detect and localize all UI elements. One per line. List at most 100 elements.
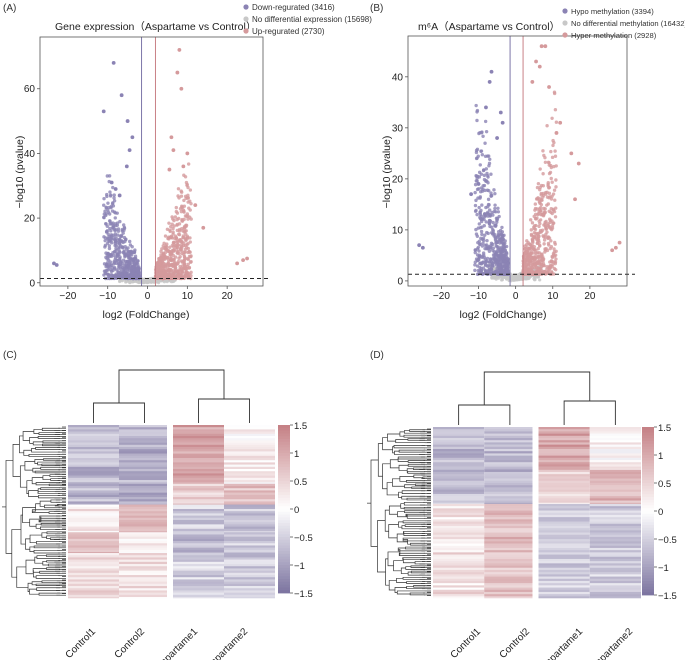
heatmap-cell [433,569,485,573]
heatmap-cell [173,590,224,593]
heatmap-cell [173,552,224,554]
data-point [183,247,188,251]
x-tick-label: −10 [470,291,487,302]
heatmap-cell [173,482,224,485]
colorbar-segment [278,478,290,482]
data-point [549,149,553,154]
data-point [533,202,538,206]
heatmap-cell [173,499,224,502]
colorbar-segment [642,457,654,461]
heatmap-cell [589,530,641,533]
heatmap-cell [484,517,533,520]
heatmap-cell [119,583,167,587]
data-point [163,257,167,261]
heatmap-cell [433,545,485,549]
heatmap-cell [538,440,590,443]
row-dendrogram [403,531,425,534]
heatmap-cell [433,589,485,593]
data-point [552,247,556,251]
data-point [540,252,544,256]
legend: Hypo methylation (3394) No differential … [562,7,685,40]
heatmap-cell [119,511,167,514]
data-point [478,163,482,167]
colorbar-segment [642,539,654,543]
colorbar-segment [278,450,290,454]
heatmap-cell [224,455,275,459]
column-dendrogram [483,371,591,405]
heatmap-cell [173,517,224,521]
heatmap-cell [433,572,485,575]
heatmap-cell [119,480,167,483]
heatmap-cell [484,438,533,441]
heatmap-cell [484,547,533,551]
colorbar-segment [278,500,290,504]
colorbar-segment [278,495,290,499]
data-point [544,219,548,224]
heatmap-cell [484,474,533,477]
heatmap-cell [538,578,590,582]
data-point [553,149,557,153]
heatmap-cell [538,545,590,549]
data-point [179,272,183,277]
row-dendrogram [406,581,425,584]
data-point [171,148,176,153]
data-point [491,249,495,253]
data-point [127,280,132,284]
heatmap-cell [589,474,641,477]
data-point [109,253,113,257]
heatmap-cell [119,464,167,468]
heatmap-cell [173,442,224,446]
heatmap-cell [119,453,167,457]
heatmap-cell [224,453,275,457]
data-point [552,188,557,192]
heatmap-cell [589,444,641,448]
heatmap-cell [538,438,590,441]
heatmap-m6a: (D) Control1 Control2 Aspartame1 Asparta… [367,350,677,660]
heatmap-cell [484,444,533,448]
heatmap-cell [224,486,275,489]
chart-title: m⁶A（Aspartame vs Control） [418,21,560,33]
data-point [167,269,171,274]
data-point [107,244,112,248]
heatmap-cell [433,498,485,501]
heatmap-cell [484,502,533,505]
data-point [177,48,182,52]
data-point [491,246,496,250]
heatmap-cell [538,500,590,504]
colorbar-segment [642,544,654,548]
data-point [112,260,117,265]
heatmap-cell [68,555,119,558]
heatmap-cell [68,429,119,432]
heatmap-cell [433,466,485,470]
data-point [489,266,493,271]
row-dendrogram [405,513,425,517]
row-dendrogram [382,463,391,490]
heatmap-cell [224,588,275,591]
heatmap-cell [119,462,167,465]
heatmap-cell [484,530,533,533]
data-point [245,256,249,261]
data-point [175,211,180,215]
data-point [543,250,547,254]
heatmap-cell [484,556,533,560]
row-dendrogram [38,592,60,596]
data-point [183,243,187,248]
heatmap-cell [173,449,224,452]
colorbar-segment [642,553,654,557]
heatmap-cell [224,444,275,448]
heatmap-cell [119,522,167,525]
data-point [552,250,557,254]
data-point [523,251,528,255]
data-point [176,261,180,266]
heatmap-cell [433,563,485,566]
heatmap-cell [484,478,533,482]
heatmap-cell [538,576,590,580]
heatmap-cell [538,550,590,553]
data-point [122,249,126,253]
row-dendrogram [396,577,407,583]
data-point [476,154,480,158]
data-point [494,241,498,245]
heatmap-cell [589,569,641,573]
heatmap-cell [589,510,641,514]
heatmap-cell [224,431,275,435]
